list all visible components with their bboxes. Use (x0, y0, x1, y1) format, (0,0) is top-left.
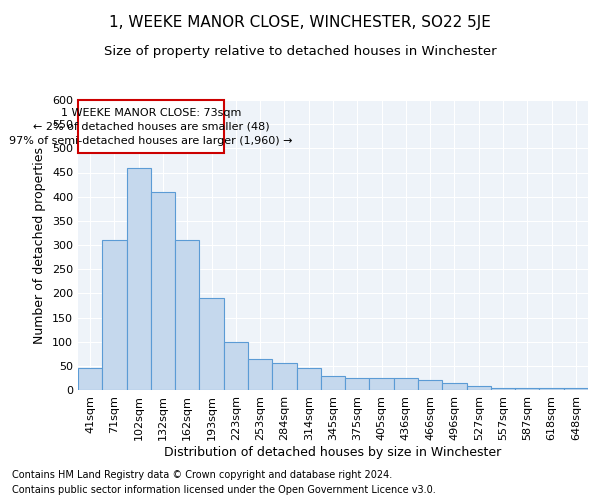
X-axis label: Distribution of detached houses by size in Winchester: Distribution of detached houses by size … (164, 446, 502, 458)
Bar (418, 380, 442, 390)
Bar (539, 388, 564, 390)
Bar (370, 378, 394, 390)
Text: 1, WEEKE MANOR CLOSE, WINCHESTER, SO22 5JE: 1, WEEKE MANOR CLOSE, WINCHESTER, SO22 5… (109, 15, 491, 30)
Bar (345, 378, 370, 390)
Bar (491, 388, 515, 390)
Bar (394, 378, 418, 390)
Bar (272, 364, 296, 390)
Bar (151, 192, 175, 390)
Bar (248, 358, 272, 390)
Bar (102, 240, 127, 390)
Text: Contains public sector information licensed under the Open Government Licence v3: Contains public sector information licen… (12, 485, 436, 495)
Bar (78, 368, 102, 390)
Bar (199, 298, 224, 390)
Bar (127, 168, 151, 390)
Text: Contains HM Land Registry data © Crown copyright and database right 2024.: Contains HM Land Registry data © Crown c… (12, 470, 392, 480)
Bar (224, 342, 248, 390)
Text: Size of property relative to detached houses in Winchester: Size of property relative to detached ho… (104, 45, 496, 58)
Text: 1 WEEKE MANOR CLOSE: 73sqm
← 2% of detached houses are smaller (48)
97% of semi-: 1 WEEKE MANOR CLOSE: 73sqm ← 2% of detac… (9, 108, 293, 146)
Y-axis label: Number of detached properties: Number of detached properties (34, 146, 46, 344)
Bar (467, 386, 491, 390)
Bar (78, 100, 224, 153)
Bar (175, 240, 199, 390)
Bar (515, 388, 539, 390)
Bar (442, 383, 467, 390)
Bar (321, 376, 345, 390)
Bar (296, 368, 321, 390)
Bar (564, 388, 588, 390)
